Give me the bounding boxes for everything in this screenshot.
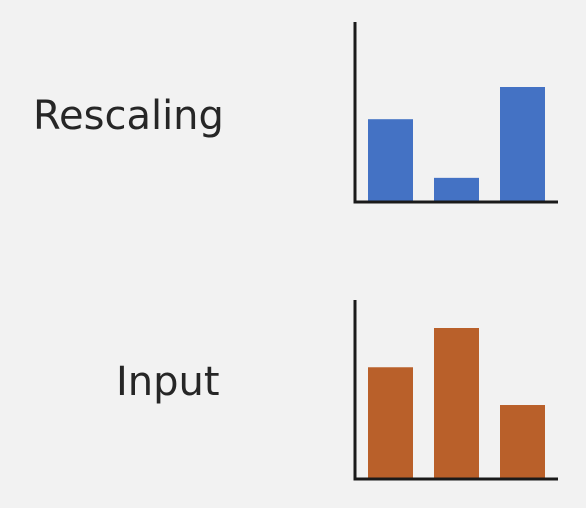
input-bar-3: [500, 405, 545, 479]
input-label: Input: [116, 359, 220, 405]
input-bar-1: [368, 367, 413, 479]
rescaling-label: Rescaling: [33, 93, 224, 139]
rescaling-bar-2: [434, 177, 479, 202]
rescaling-bar-1: [368, 119, 413, 202]
rescaling-bar-3: [500, 87, 545, 202]
input-chart: [353, 300, 558, 481]
input-bar-2: [434, 328, 479, 479]
rescaling-chart: [353, 22, 558, 204]
